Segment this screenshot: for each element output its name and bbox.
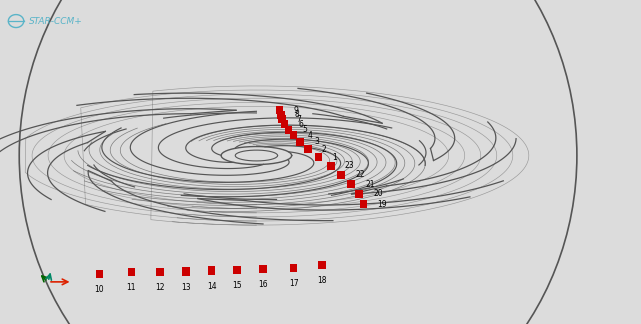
Bar <box>355 190 363 198</box>
Text: 17: 17 <box>288 279 299 288</box>
Text: 5: 5 <box>303 125 308 134</box>
Text: 16: 16 <box>258 280 268 289</box>
Text: 8: 8 <box>295 110 299 119</box>
Bar <box>182 268 190 275</box>
Text: 15: 15 <box>232 281 242 290</box>
Bar <box>278 115 286 123</box>
Text: 13: 13 <box>181 283 191 292</box>
Text: 2: 2 <box>322 145 326 154</box>
Bar <box>128 268 135 276</box>
Bar <box>96 270 103 278</box>
Bar <box>296 138 304 146</box>
Bar <box>304 145 312 153</box>
Text: STAR-CCM+: STAR-CCM+ <box>29 17 83 26</box>
Bar <box>290 132 297 139</box>
Text: 7: 7 <box>296 115 301 124</box>
Bar <box>360 200 367 208</box>
Bar <box>233 266 241 273</box>
Text: 23: 23 <box>345 161 354 170</box>
Text: 20: 20 <box>373 189 383 198</box>
Bar <box>337 171 345 179</box>
Text: 18: 18 <box>317 276 326 285</box>
Bar <box>327 162 335 170</box>
Text: 12: 12 <box>156 283 165 292</box>
Bar <box>208 266 215 274</box>
Text: 14: 14 <box>206 282 217 291</box>
Text: 22: 22 <box>355 170 365 179</box>
Bar <box>290 264 297 272</box>
Bar <box>347 180 355 188</box>
Bar <box>318 261 326 269</box>
Bar <box>285 126 292 134</box>
Bar <box>276 106 283 114</box>
Text: 19: 19 <box>378 200 387 209</box>
Text: 6: 6 <box>299 120 304 129</box>
Bar <box>277 111 285 119</box>
Bar <box>315 153 322 161</box>
Text: 10: 10 <box>94 285 104 294</box>
Text: 11: 11 <box>127 283 136 292</box>
Bar <box>156 268 164 276</box>
Text: 1: 1 <box>333 153 337 162</box>
Bar <box>259 265 267 273</box>
Bar <box>281 120 288 128</box>
Text: 21: 21 <box>365 179 375 189</box>
Text: 4: 4 <box>308 131 313 140</box>
Text: 3: 3 <box>314 137 319 146</box>
Text: 9: 9 <box>294 106 299 115</box>
